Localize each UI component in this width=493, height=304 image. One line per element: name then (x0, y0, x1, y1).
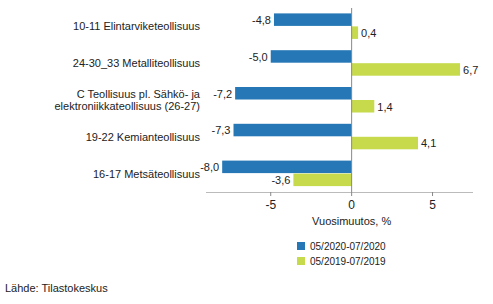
tick (432, 192, 433, 196)
legend-label: 05/2019-07/2019 (310, 256, 386, 267)
data-label: -7,3 (212, 124, 231, 136)
bar (234, 124, 352, 137)
bar (352, 100, 375, 113)
source: Lähde: Tilastokeskus (5, 282, 108, 294)
legend-swatch (297, 242, 305, 250)
chart: 10-11 Elintarviketeollisuus 24-30_33 Meta… (0, 0, 493, 304)
bar (293, 174, 351, 187)
tick (351, 192, 352, 196)
category-label-line: 16-17 Metsäteollisuus (93, 168, 201, 180)
data-label: -8,0 (200, 161, 219, 173)
data-label: -7,2 (213, 88, 232, 100)
legend-label: 05/2020-07/2020 (310, 241, 386, 252)
data-label: 4,1 (421, 137, 436, 149)
tick (270, 192, 271, 196)
category-label: C Teollisuus pl. Sähkö- jaelektroniikkat… (54, 88, 200, 112)
bar (235, 87, 352, 100)
tick-label: -5 (265, 198, 276, 212)
data-label: -5,0 (249, 51, 268, 63)
category-label-line: C Teollisuus pl. Sähkö- ja (77, 88, 201, 100)
bar (352, 137, 418, 150)
bar (222, 161, 351, 174)
category-label-line: 10-11 Elintarviketeollisuus (73, 20, 200, 32)
category-label: 24-30_33 Metalliteollisuus (73, 57, 201, 69)
zero-line (351, 8, 352, 192)
bar (352, 63, 460, 75)
bar (271, 50, 352, 63)
category-label-line: elektroniikkateollisuus (26-27) (54, 100, 200, 112)
category-label-line: 24-30_33 Metalliteollisuus (73, 57, 201, 69)
data-label: -3,6 (271, 174, 290, 186)
category-label-line: 19-22 Kemianteollisuus (86, 131, 201, 143)
data-label: 0,4 (361, 27, 376, 39)
legend-swatch (297, 257, 305, 265)
bar (352, 26, 358, 39)
category-label: 19-22 Kemianteollisuus (86, 131, 201, 143)
category-label: 10-11 Elintarviketeollisuus (73, 20, 200, 32)
tick-label: 5 (429, 198, 436, 212)
bars (222, 13, 460, 186)
tick-label: 0 (348, 198, 355, 212)
bar (274, 13, 352, 26)
data-label: 6,7 (463, 64, 478, 76)
data-label: 1,4 (377, 101, 392, 113)
x-axis-label: Vuosimuutos, % (312, 215, 391, 227)
data-label: -4,8 (252, 14, 271, 26)
category-label: 16-17 Metsäteollisuus (93, 168, 201, 180)
